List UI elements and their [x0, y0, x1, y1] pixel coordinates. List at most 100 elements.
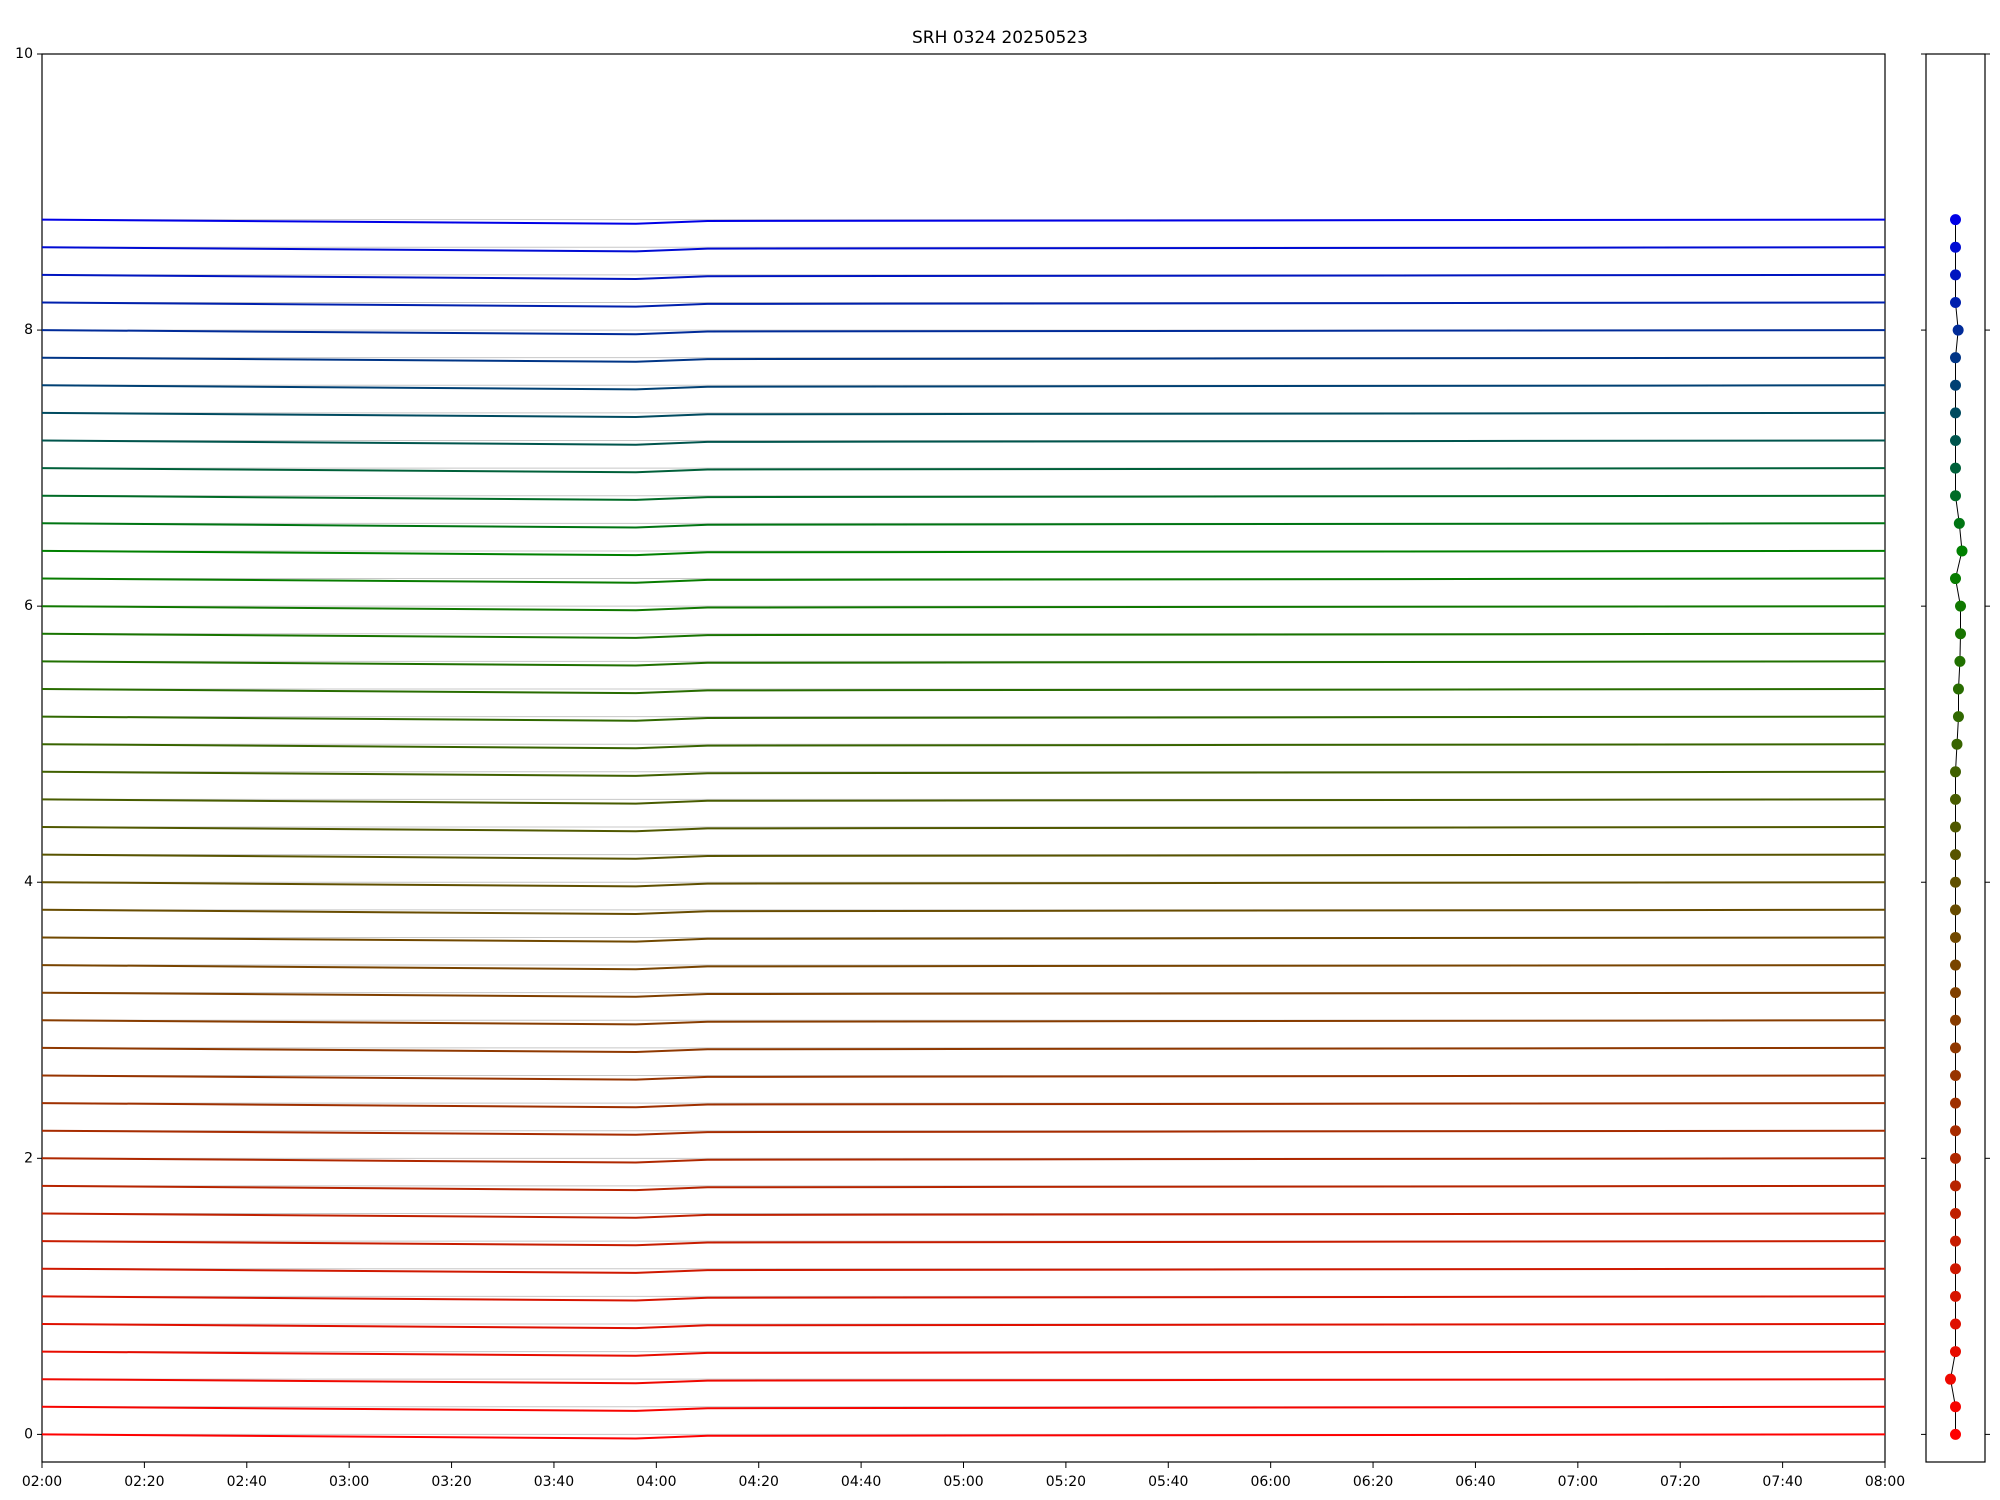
trace [41, 1433, 1886, 1440]
trace [41, 826, 1886, 833]
side-dot [1950, 1235, 1961, 1247]
trace [41, 770, 1886, 777]
side-dot [1955, 628, 1967, 640]
x-tick-label: 02:00 [22, 1474, 62, 1490]
trace [41, 605, 1886, 612]
trace [41, 494, 1886, 501]
x-tick-label: 07:00 [1558, 1474, 1598, 1490]
side-dot [1950, 1125, 1961, 1137]
side-dot [1954, 655, 1966, 667]
trace [41, 853, 1886, 860]
x-tick-label: 02:40 [227, 1474, 267, 1490]
trace [41, 246, 1886, 253]
trace [41, 1157, 1886, 1164]
side-dot [1950, 766, 1961, 778]
trace [41, 384, 1886, 391]
trace [41, 1267, 1886, 1274]
trace [41, 1378, 1886, 1385]
trace [41, 1129, 1886, 1136]
y-tick-label: 0 [24, 1426, 33, 1442]
side-dot [1950, 1014, 1961, 1026]
side-dot [1950, 1069, 1961, 1081]
x-tick-label: 08:00 [1865, 1474, 1905, 1490]
x-tick-label: 04:20 [739, 1474, 779, 1490]
x-tick-label: 03:20 [431, 1474, 471, 1490]
trace [41, 908, 1886, 916]
side-dot [1951, 738, 1963, 750]
side-dot [1950, 931, 1961, 943]
trace [41, 991, 1886, 998]
trace [41, 743, 1886, 750]
trace [41, 660, 1886, 667]
side-dot [1950, 407, 1961, 419]
trace [41, 411, 1886, 419]
side-dot [1950, 241, 1961, 253]
side-dot [1950, 849, 1961, 861]
side-dot [1950, 876, 1961, 888]
side-dot [1955, 600, 1967, 612]
side-dot [1950, 1208, 1961, 1220]
side-dot [1950, 987, 1961, 999]
x-tick-label: 05:20 [1046, 1474, 1086, 1490]
trace [41, 936, 1886, 943]
side-dot [1950, 793, 1961, 805]
x-tick-label: 06:00 [1250, 1474, 1290, 1490]
trace [41, 467, 1886, 474]
trace [41, 1046, 1886, 1054]
x-tick-label: 07:40 [1762, 1474, 1802, 1490]
trace [41, 1350, 1886, 1357]
side-dot [1950, 1042, 1961, 1054]
y-tick-label: 2 [24, 1150, 33, 1166]
x-tick-label: 04:40 [841, 1474, 881, 1490]
trace [41, 1405, 1886, 1412]
trace [41, 1240, 1886, 1247]
side-dot [1950, 1428, 1961, 1440]
trace [41, 329, 1886, 336]
side-dot [1950, 1263, 1961, 1275]
trace [41, 356, 1886, 363]
x-tick-label: 05:40 [1148, 1474, 1188, 1490]
side-dot [1950, 959, 1961, 971]
side-dot [1950, 821, 1961, 833]
trace [41, 1019, 1886, 1026]
side-dot [1950, 490, 1961, 502]
side-dot [1950, 904, 1961, 916]
trace [41, 798, 1886, 805]
side-dot [1950, 1180, 1961, 1192]
trace [41, 273, 1886, 281]
x-tick-label: 04:00 [636, 1474, 676, 1490]
trace [41, 964, 1886, 971]
trace [41, 577, 1886, 584]
trace [41, 1074, 1886, 1081]
side-dot [1953, 517, 1965, 529]
y-tick-label: 10 [15, 46, 33, 62]
trace [41, 881, 1886, 888]
x-tick-label: 03:40 [534, 1474, 574, 1490]
side-dot [1950, 379, 1961, 391]
side-dot [1950, 269, 1961, 281]
side-dot [1950, 1401, 1961, 1413]
side-dot [1950, 462, 1961, 474]
plot-frame [41, 53, 1886, 1463]
side-dot [1952, 711, 1964, 723]
trace [41, 715, 1886, 722]
y-tick-label: 6 [24, 598, 33, 614]
x-tick-label: 06:20 [1353, 1474, 1393, 1490]
trace [41, 632, 1886, 639]
side-dot [1950, 1097, 1961, 1109]
y-tick-label: 8 [24, 322, 33, 338]
side-dot [1950, 1318, 1961, 1330]
x-tick-label: 07:20 [1660, 1474, 1700, 1490]
side-dot [1950, 1346, 1961, 1358]
side-dot [1952, 683, 1964, 695]
x-tick-label: 02:20 [124, 1474, 164, 1490]
side-dot [1950, 1290, 1961, 1302]
y-tick-label: 4 [24, 874, 33, 890]
chart-title: SRH 0324 20250523 [912, 28, 1088, 48]
side-dot [1950, 1152, 1961, 1164]
side-dot [1950, 296, 1961, 308]
trace [41, 218, 1886, 225]
side-frame [1925, 53, 1986, 1463]
trace [41, 439, 1886, 446]
